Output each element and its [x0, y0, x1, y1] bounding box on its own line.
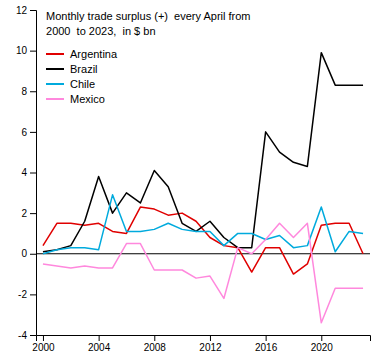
chart: -4 -2 0 2 4 6 8 10 12 2000 2004 2008 2012 2016 2020 Mon…: [0, 0, 386, 361]
y-tick-label: 2: [21, 208, 27, 219]
legend-swatch: [46, 68, 64, 70]
y-tick-label: -4: [18, 330, 27, 341]
x-axis: 2000 2004 2008 2012 2016 2020: [32, 335, 370, 353]
y-tick: 8: [21, 86, 36, 97]
x-tick-mark: [99, 335, 100, 341]
y-tick: 10: [16, 45, 36, 56]
legend-swatch: [46, 83, 64, 85]
y-tick-label: 8: [21, 86, 27, 97]
zero-line: [36, 253, 370, 254]
x-tick-label: 2000: [32, 342, 55, 353]
y-tick: 4: [21, 167, 36, 178]
x-tick-label: 2008: [144, 342, 167, 353]
legend-item: Brazil: [46, 63, 98, 75]
y-tick-mark: [30, 254, 36, 255]
y-tick-label: 4: [21, 167, 27, 178]
series-line: [43, 223, 363, 323]
y-tick-mark: [30, 294, 36, 295]
x-tick-label: 2020: [311, 342, 334, 353]
title-block: Monthly trade surplus (+) every April fr…: [46, 10, 251, 37]
x-tick-mark: [154, 335, 155, 341]
legend-item: Argentina: [46, 48, 118, 60]
series-line: [43, 195, 363, 254]
legend: Argentina Brazil Chile Mexico: [46, 48, 118, 105]
y-tick-label: -2: [18, 289, 27, 300]
y-axis-line: [30, 11, 37, 336]
lines: [43, 53, 363, 323]
x-axis-line: [37, 336, 371, 342]
y-tick-label: 10: [16, 45, 28, 56]
y-tick-mark: [30, 132, 36, 133]
y-tick-mark: [30, 51, 36, 52]
x-tick: 2000: [32, 335, 55, 353]
title: Monthly trade surplus (+) every April fr…: [46, 10, 251, 22]
x-tick-mark: [43, 335, 44, 341]
x-tick-mark: [321, 335, 322, 341]
x-tick: 2004: [88, 335, 111, 353]
x-tick: 2012: [199, 335, 222, 353]
y-tick: 0: [21, 248, 36, 259]
series-line: [43, 207, 363, 274]
legend-item: Mexico: [46, 93, 105, 105]
x-tick-label: 2012: [199, 342, 222, 353]
y-tick-mark: [30, 173, 36, 174]
y-axis: -4 -2 0 2 4 6 8 10 12: [16, 5, 37, 341]
y-tick-label: 12: [16, 5, 28, 16]
subtitle: 2000 to 2023, in $ bn: [46, 25, 155, 37]
legend-label: Argentina: [70, 48, 118, 60]
x-tick: 2020: [311, 335, 334, 353]
x-tick: 2016: [255, 335, 278, 353]
legend-swatch: [46, 98, 64, 100]
y-tick-mark: [30, 91, 36, 92]
legend-swatch: [46, 53, 64, 55]
y-tick-label: 0: [21, 248, 27, 259]
x-tick-label: 2004: [88, 342, 111, 353]
y-tick: -2: [18, 289, 36, 300]
y-tick: -4: [18, 330, 36, 341]
x-tick-mark: [210, 335, 211, 341]
y-tick: 2: [21, 208, 36, 219]
plot: -4 -2 0 2 4 6 8 10 12 2000 2004 2008 2012 2016 2020 Mon…: [16, 5, 371, 353]
x-tick-label: 2016: [255, 342, 278, 353]
y-tick-mark: [30, 10, 36, 11]
x-tick: 2008: [144, 335, 167, 353]
series-line: [43, 53, 363, 252]
y-tick: 6: [21, 127, 36, 138]
y-tick-mark: [30, 335, 36, 336]
legend-item: Chile: [46, 78, 95, 90]
x-tick-mark: [266, 335, 267, 341]
legend-label: Mexico: [70, 93, 105, 105]
legend-label: Chile: [70, 78, 95, 90]
legend-label: Brazil: [70, 63, 98, 75]
y-tick: 12: [16, 5, 36, 16]
y-tick-mark: [30, 213, 36, 214]
y-tick-label: 6: [21, 127, 27, 138]
